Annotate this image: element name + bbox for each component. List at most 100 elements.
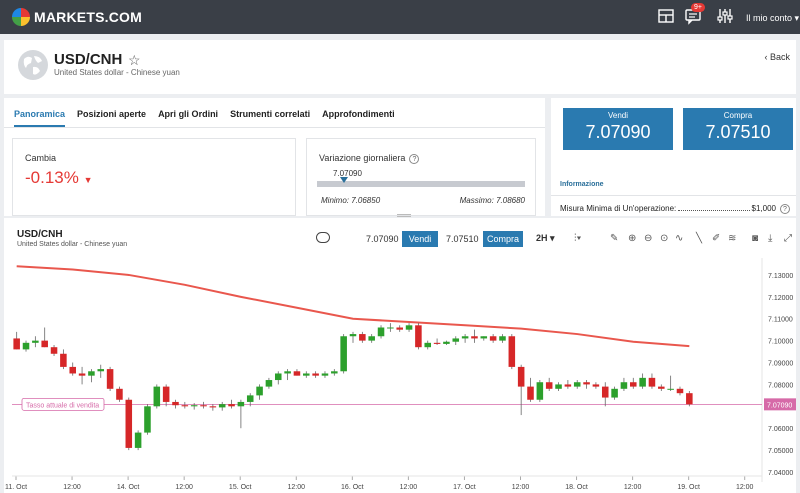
candle	[527, 386, 534, 400]
x-tick-label: 14. Oct	[117, 484, 140, 491]
tab-open-positions[interactable]: Posizioni aperte	[77, 109, 147, 119]
candle	[60, 353, 67, 367]
sliders-icon[interactable]	[716, 7, 734, 25]
instrument-title: USD/CNH	[54, 51, 123, 68]
chart-sell-price: 7.07090	[366, 234, 399, 244]
markets-logo[interactable]: MARKETS.COM	[12, 7, 142, 27]
timeframe-select[interactable]: 2H ▾	[536, 233, 555, 243]
y-tick-label: 7.11000	[768, 317, 793, 324]
logo-icon	[12, 8, 30, 26]
back-button[interactable]: ‹ Back	[764, 52, 790, 62]
y-tick-label: 7.04000	[768, 470, 793, 477]
x-tick-label: 17. Oct	[453, 484, 476, 491]
candle	[312, 373, 319, 376]
chart-buy-price: 7.07510	[446, 234, 479, 244]
candle-type-icon[interactable]: ⫶▾	[574, 233, 582, 244]
candle	[125, 399, 133, 448]
download-icon[interactable]: ⤓	[768, 233, 773, 244]
candle	[639, 377, 646, 387]
daily-range-bar	[317, 181, 525, 187]
x-tick-label: 19. Oct	[677, 484, 700, 491]
x-tick-label: 18. Oct	[565, 484, 588, 491]
candle	[106, 369, 114, 389]
candle	[284, 371, 291, 374]
moving-average-line	[16, 265, 690, 348]
price-chart[interactable]: 7.13000 7.12000 7.11000 7.10000 7.09000 7.080…	[4, 218, 796, 493]
candle	[601, 386, 609, 398]
current-price-tag-box	[764, 398, 796, 411]
y-tick-label: 7.12000	[768, 295, 793, 302]
candle	[359, 334, 366, 341]
candle	[22, 342, 30, 350]
candle	[172, 401, 179, 406]
candle	[303, 373, 310, 376]
candle	[78, 373, 86, 376]
chart-sell-button[interactable]: Vendi	[402, 231, 438, 247]
account-menu[interactable]: Il mio conto ▾	[746, 13, 800, 23]
candle	[452, 338, 460, 342]
camera-icon[interactable]: ◙	[752, 233, 759, 244]
pen-tool-icon[interactable]: ✐	[712, 233, 721, 244]
trade-panel: Vendi 7.07090 Compra 7.07510 Informazion…	[551, 98, 796, 216]
x-tick-label: 15. Oct	[229, 484, 252, 491]
candle	[592, 384, 600, 387]
tab-open-orders[interactable]: Apri gli Ordini	[158, 109, 219, 119]
current-price-label: Tasso attuale di vendita	[26, 402, 99, 409]
buy-button[interactable]: Compra 7.07510	[683, 108, 793, 150]
indicator-icon[interactable]: ∿	[675, 233, 684, 244]
candle	[564, 384, 572, 387]
candle	[480, 336, 488, 339]
candle	[190, 405, 198, 407]
candle	[611, 388, 618, 398]
tab-overview[interactable]: Panoramica	[14, 109, 66, 127]
line-tool-icon[interactable]: ╲	[696, 233, 703, 244]
favorite-star-icon[interactable]: ☆	[128, 52, 141, 68]
tabs-divider	[4, 127, 545, 128]
zoom-in-icon[interactable]: ⊕	[628, 233, 637, 244]
candle	[13, 338, 20, 350]
top-bar: MARKETS.COM 9+ Il mio conto ▾	[0, 0, 800, 34]
candle	[489, 336, 497, 341]
candle	[228, 404, 235, 407]
comment-icon[interactable]	[316, 232, 330, 243]
sell-button[interactable]: Vendi 7.07090	[563, 108, 673, 150]
buy-price: 7.07510	[705, 122, 771, 142]
resize-handle[interactable]	[397, 214, 411, 217]
candle	[116, 388, 123, 400]
candle	[218, 404, 226, 408]
candle	[293, 371, 301, 376]
candle	[499, 336, 506, 341]
layout-icon[interactable]	[657, 7, 675, 25]
candle	[648, 377, 656, 387]
help-icon[interactable]: ?	[409, 154, 420, 164]
candle	[667, 388, 674, 390]
fibonacci-icon[interactable]: ≋	[728, 233, 737, 244]
chart-title: USD/CNH	[17, 229, 63, 240]
y-tick-label: 7.05000	[768, 448, 793, 455]
sell-label: Vendi	[607, 111, 629, 120]
candle	[41, 340, 48, 348]
fullscreen-icon[interactable]: ⤢	[784, 233, 792, 244]
candle	[461, 336, 469, 339]
dotted-leader	[678, 204, 750, 211]
info-divider	[551, 195, 796, 196]
x-tick-label: 12:00	[512, 484, 530, 491]
candle	[349, 334, 357, 337]
candle	[377, 327, 385, 337]
tab-insights[interactable]: Approfondimenti	[322, 109, 395, 119]
candle	[583, 382, 590, 385]
crosshair-icon[interactable]: ⊙	[660, 233, 669, 244]
chart-buy-button[interactable]: Compra	[483, 231, 523, 247]
drawing-icon[interactable]: ✎	[610, 233, 619, 244]
candle	[536, 382, 544, 400]
tab-related-instruments[interactable]: Strumenti correlati	[230, 109, 311, 119]
daily-range-marker	[340, 177, 349, 183]
zoom-out-icon[interactable]: ⊖	[644, 233, 653, 244]
chart-subtitle: United States dollar - Chinese yuan	[17, 241, 128, 248]
min-size-label: Misura Minima di Un'operazione:	[560, 204, 677, 213]
candle	[153, 386, 161, 407]
help-icon[interactable]: ?	[780, 204, 790, 214]
candle	[181, 405, 189, 407]
daily-range-box: Variazione giornaliera? 7.07090 Minimo: …	[306, 138, 536, 216]
candle	[274, 373, 282, 381]
